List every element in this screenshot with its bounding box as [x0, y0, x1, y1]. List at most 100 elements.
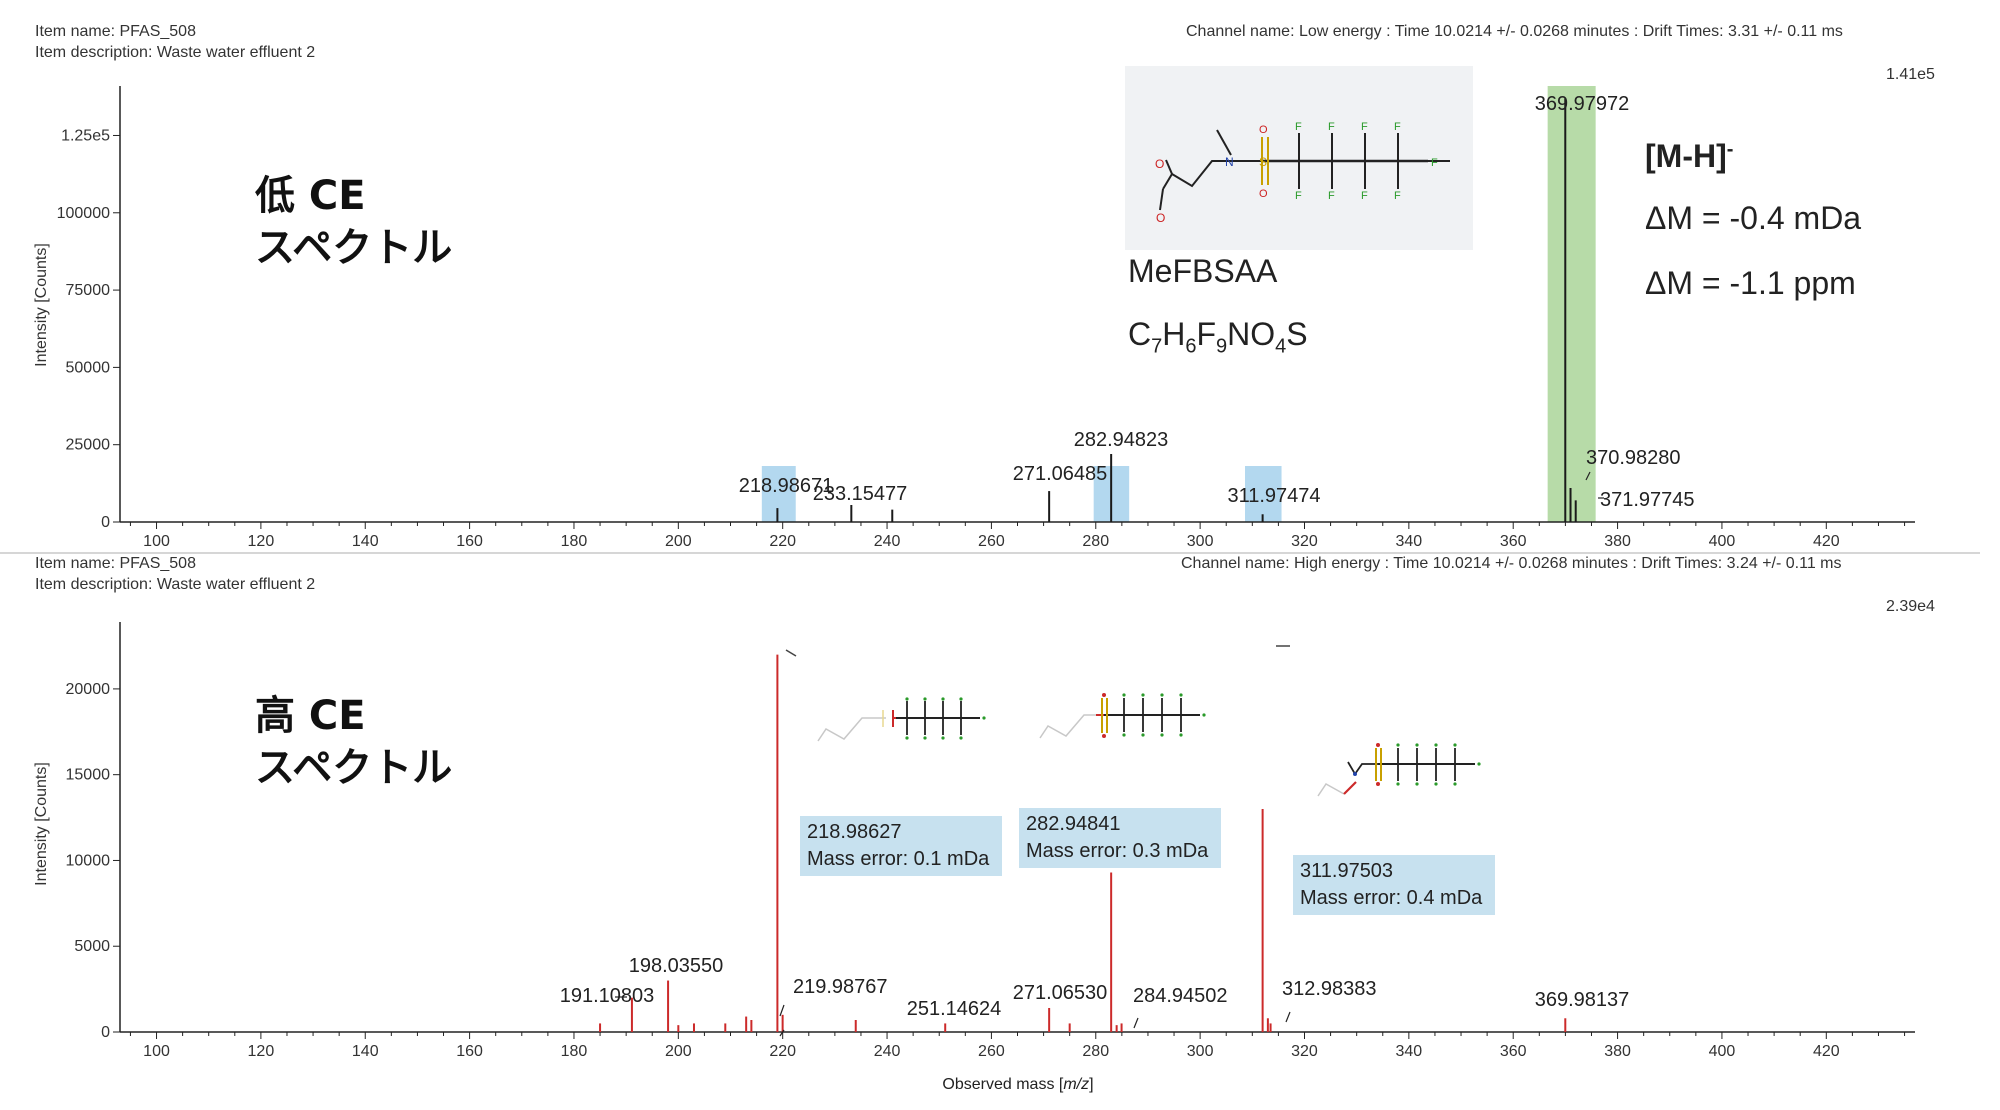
x-tick-label: 140	[352, 1043, 379, 1060]
x-tick-label: 240	[874, 533, 901, 550]
ion-label: [M-H]-	[1645, 138, 1734, 174]
peak-label: 218.98671	[739, 475, 834, 497]
top-highlights	[761, 86, 1596, 522]
svg-text:O: O	[1259, 124, 1268, 136]
bottom-peaks	[599, 654, 1567, 1032]
fragment-mass: 218.98627	[807, 821, 902, 843]
y-tick-label: 0	[101, 1024, 110, 1041]
peak-label: 371.97745	[1600, 489, 1695, 511]
fragment-box-282: 282.94841 Mass error: 0.3 mDa	[1019, 808, 1221, 868]
leader-mark	[779, 1004, 785, 1017]
x-tick-label: 320	[1291, 533, 1318, 550]
bottom-item-description: Item description: Waste water effluent 2	[35, 576, 316, 593]
fragment-mass: 311.97503	[1300, 860, 1394, 882]
fragment-box-218: 218.98627 Mass error: 0.1 mDa	[800, 816, 1002, 876]
bottom-max-intensity: 2.39e4	[1886, 598, 1935, 615]
x-tick-label: 100	[143, 1043, 170, 1060]
svg-text:F: F	[1361, 190, 1368, 202]
fragment-structure-311	[1317, 743, 1481, 797]
svg-text:O: O	[1156, 211, 1165, 225]
bottom-axes: 100 120 140 160 180 200 220 240 260 280 300 320 340 3…	[66, 622, 1915, 1060]
fragment-error: Mass error: 0.3 mDa	[1026, 840, 1209, 862]
x-tick-label: 180	[561, 1043, 588, 1060]
fragment-structure-282	[1039, 693, 1206, 739]
y-tick-label: 15000	[66, 767, 111, 784]
x-tick-label: 360	[1500, 533, 1527, 550]
peak-label: 251.14624	[907, 998, 1002, 1020]
x-tick-label: 160	[456, 533, 483, 550]
peak-label: 282.94823	[1074, 429, 1169, 451]
leader-mark	[779, 1029, 785, 1037]
svg-text:F: F	[1328, 190, 1335, 202]
bottom-overlay-line2: スペクトル	[255, 745, 453, 791]
leader-mark	[1133, 1017, 1139, 1029]
bottom-channel-info: Channel name: High energy : Time 10.0214…	[1181, 555, 1842, 572]
peak-label: 284.94502	[1133, 985, 1228, 1007]
top-item-name: Item name: PFAS_508	[35, 23, 196, 40]
x-tick-label: 420	[1813, 533, 1840, 550]
top-overlay-line2: スペクトル	[255, 225, 453, 271]
svg-text:S: S	[1259, 155, 1267, 169]
x-tick-label: 180	[561, 533, 588, 550]
svg-text:F: F	[1361, 121, 1368, 133]
bottom-overlay-line1: 高 CE	[255, 693, 366, 739]
svg-text:F: F	[1295, 121, 1302, 133]
leader-mark	[1285, 1011, 1291, 1023]
x-tick-label: 280	[1082, 533, 1109, 550]
x-tick-label: 140	[352, 533, 379, 550]
y-tick-label: 10000	[66, 852, 111, 869]
peak-label: 219.98767	[793, 976, 888, 998]
peak-label: 191.10803	[560, 985, 655, 1007]
x-tick-label: 200	[665, 533, 692, 550]
peak-label: 370.98280	[1586, 447, 1681, 469]
x-tick-label: 340	[1396, 533, 1423, 550]
x-tick-label: 380	[1604, 1043, 1631, 1060]
peak-label: 198.03550	[629, 955, 724, 977]
y-tick-label: 25000	[66, 437, 111, 454]
x-tick-label: 160	[456, 1043, 483, 1060]
delta-ppm: ΔM = -1.1 ppm	[1645, 265, 1856, 301]
x-tick-label: 200	[665, 1043, 692, 1060]
svg-text:F: F	[1431, 157, 1438, 169]
x-tick-label: 280	[1082, 1043, 1109, 1060]
svg-text:F: F	[1394, 121, 1401, 133]
delta-mda: ΔM = -0.4 mDa	[1645, 200, 1862, 236]
svg-text:O: O	[1155, 157, 1164, 171]
x-tick-label: 400	[1709, 533, 1736, 550]
x-tick-label: 380	[1604, 533, 1631, 550]
bottom-peak-labels: 191.10803 198.03550 219.98767 251.14624 271.…	[560, 645, 1629, 1037]
top-max-intensity: 1.41e5	[1886, 66, 1935, 83]
x-tick-label: 100	[143, 533, 170, 550]
fragment-error: Mass error: 0.1 mDa	[807, 848, 990, 870]
x-tick-label: 120	[248, 533, 275, 550]
bottom-ylabel: Intensity [Counts]	[33, 762, 50, 886]
y-tick-label: 75000	[66, 282, 111, 299]
peak-label: 369.97972	[1535, 93, 1630, 115]
svg-text:F: F	[1328, 121, 1335, 133]
x-tick-label: 220	[769, 533, 796, 550]
bottom-item-name: Item name: PFAS_508	[35, 555, 196, 572]
peak-label: 271.06530	[1013, 982, 1108, 1004]
structure-mefbsaa: O O N S O O F F F F F F F F F	[1125, 66, 1473, 250]
x-tick-label: 400	[1709, 1043, 1736, 1060]
fragment-structure-218	[817, 697, 986, 742]
svg-text:F: F	[1394, 190, 1401, 202]
svg-text:O: O	[1259, 188, 1268, 200]
compound-name: MeFBSAA	[1128, 253, 1278, 289]
x-tick-label: 340	[1396, 1043, 1423, 1060]
top-ylabel: Intensity [Counts]	[33, 243, 50, 367]
peak-label: 271.06485	[1013, 463, 1108, 485]
xlabel: Observed mass [m/z]	[942, 1076, 1093, 1093]
x-tick-label: 260	[978, 1043, 1005, 1060]
y-tick-label: 100000	[57, 205, 110, 222]
y-tick-label: 1.25e5	[61, 127, 110, 144]
leader-mark	[1585, 471, 1591, 481]
x-tick-label: 420	[1813, 1043, 1840, 1060]
top-axes: 100 120 140 160 180 200 220 240 260 280 300 320 340 3…	[57, 86, 1915, 550]
svg-text:F: F	[1295, 190, 1302, 202]
x-tick-label: 120	[248, 1043, 275, 1060]
x-tick-label: 320	[1291, 1043, 1318, 1060]
top-channel-info: Channel name: Low energy : Time 10.0214 …	[1186, 23, 1843, 40]
